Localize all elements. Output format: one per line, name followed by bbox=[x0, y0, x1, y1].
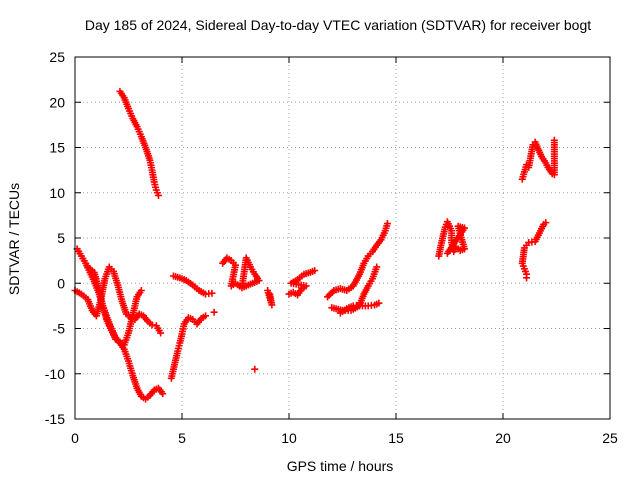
data-point bbox=[373, 263, 381, 271]
data-point bbox=[208, 289, 216, 297]
data-point bbox=[375, 299, 383, 307]
x-tick-label: 15 bbox=[388, 430, 404, 446]
x-tick-label: 20 bbox=[495, 430, 511, 446]
data-point bbox=[159, 390, 167, 398]
data-point bbox=[251, 365, 259, 373]
data-point bbox=[202, 312, 210, 320]
y-tick-label: 5 bbox=[57, 230, 65, 246]
data-point bbox=[157, 329, 165, 337]
y-tick-label: -10 bbox=[45, 366, 65, 382]
y-tick-label: -15 bbox=[45, 411, 65, 427]
data-point bbox=[443, 249, 451, 257]
grid bbox=[74, 56, 611, 420]
data-point bbox=[266, 290, 274, 298]
data-point bbox=[154, 191, 162, 199]
y-tick-label: 20 bbox=[49, 94, 65, 110]
y-tick-labels: -15 -10 -5 0 5 10 15 20 25 bbox=[45, 49, 65, 427]
data-point bbox=[137, 286, 145, 294]
y-tick-label: 10 bbox=[49, 185, 65, 201]
x-tick-label: 5 bbox=[178, 430, 186, 446]
x-tick-label: 10 bbox=[281, 430, 297, 446]
data-point bbox=[383, 220, 391, 228]
data-point bbox=[148, 321, 156, 329]
data-point bbox=[523, 274, 531, 282]
data-points bbox=[71, 87, 558, 403]
y-axis-label: SDTVAR / TECUs bbox=[6, 183, 22, 295]
data-point bbox=[240, 283, 248, 291]
x-tick-label: 0 bbox=[71, 430, 79, 446]
chart-title: Day 185 of 2024, Sidereal Day-to-day VTE… bbox=[85, 17, 591, 33]
y-tick-label: 0 bbox=[57, 275, 65, 291]
data-point bbox=[550, 136, 558, 144]
x-axis-label: GPS time / hours bbox=[287, 458, 394, 474]
plot-frame bbox=[74, 56, 611, 420]
y-tick-label: 25 bbox=[49, 49, 65, 65]
x-tick-label: 25 bbox=[602, 430, 618, 446]
x-tick-labels: 0 5 10 15 20 25 bbox=[71, 430, 618, 446]
data-point bbox=[210, 308, 218, 316]
y-tick-label: -5 bbox=[53, 321, 66, 337]
y-tick-label: 15 bbox=[49, 140, 65, 156]
data-point bbox=[311, 267, 319, 275]
